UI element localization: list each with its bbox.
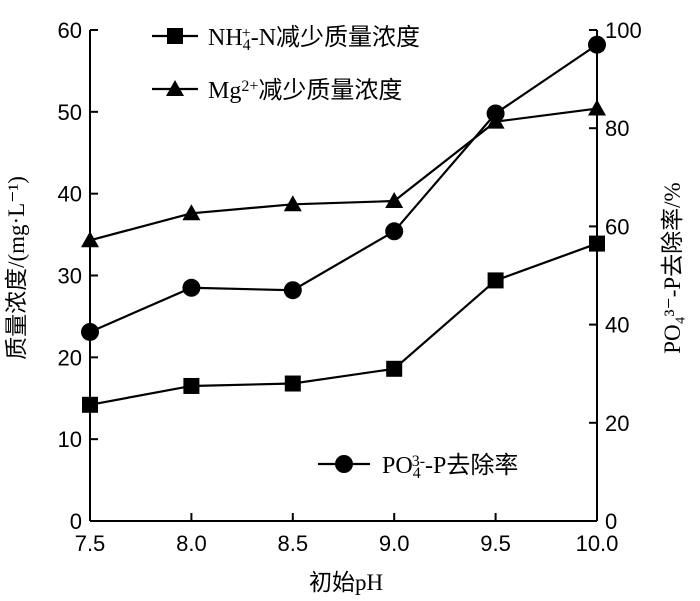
y-left-tick-label: 60: [58, 18, 82, 43]
legend-marker-square: [167, 28, 183, 44]
y-right-tick-label: 20: [605, 411, 629, 436]
series-0: [82, 235, 605, 413]
data-point-triangle: [385, 192, 404, 209]
legend-marker-circle: [335, 455, 353, 473]
series-line-0: [89, 242, 598, 406]
data-point-square: [284, 375, 301, 392]
y-left-tick-label: 30: [58, 264, 82, 289]
y-right-tick-label: 0: [605, 509, 617, 534]
data-point-square: [183, 377, 200, 394]
x-tick-label: 8.0: [176, 531, 207, 556]
y-right-tick-label: 80: [605, 116, 629, 141]
data-point-circle: [385, 222, 404, 241]
series-layer: [81, 35, 606, 413]
x-tick-label: 9.0: [379, 531, 410, 556]
data-point-triangle: [588, 99, 606, 116]
data-point-triangle: [182, 204, 201, 221]
data-point-triangle: [283, 195, 302, 212]
data-point-square: [589, 235, 605, 252]
legend-label: Mg2+减少质量浓度: [208, 77, 402, 104]
y-axis-right-title: PO₄³⁻-P去除率/%: [660, 182, 685, 353]
legend-item-0: NH4+-N减少质量浓度: [152, 24, 420, 54]
series-2: [81, 35, 606, 341]
legend-marker-triangle: [166, 80, 184, 96]
legend: NH4+-N减少质量浓度 Mg2+减少质量浓度 PO43--P去除率: [152, 24, 518, 482]
data-point-circle: [486, 104, 505, 123]
legend-label: NH4+-N减少质量浓度: [208, 24, 420, 54]
x-tick-label: 7.5: [75, 531, 106, 556]
ticks: 7.5 8.0 8.5 9.0 9.5 10.0010203040506002040608…: [58, 18, 642, 556]
x-axis-title: 初始pH: [309, 570, 383, 595]
y-left-tick-label: 20: [58, 345, 82, 370]
data-point-circle: [182, 278, 201, 297]
x-tick-label: 9.5: [480, 531, 511, 556]
y-right-tick-label: 60: [605, 214, 629, 239]
series-line-2: [89, 43, 598, 333]
legend-item-2: PO43--P去除率: [318, 452, 518, 482]
data-point-circle: [588, 35, 606, 54]
data-point-square: [82, 396, 98, 413]
data-point-circle: [283, 281, 302, 300]
y-right-tick-label: 40: [605, 313, 629, 338]
x-tick-label: 10.0: [576, 531, 619, 556]
data-point-triangle: [81, 231, 99, 248]
data-point-circle: [81, 322, 99, 341]
y-left-tick-label: 10: [58, 427, 82, 452]
y-left-tick-label: 40: [58, 182, 82, 207]
y-right-tick-label: 100: [605, 18, 642, 43]
data-point-square: [487, 272, 504, 289]
data-point-square: [386, 360, 403, 377]
legend-label: PO43--P去除率: [382, 452, 518, 482]
series-line-1: [89, 107, 598, 242]
y-left-tick-label: 50: [58, 100, 82, 125]
series-1: [81, 99, 606, 248]
legend-item-1: Mg2+减少质量浓度: [152, 77, 402, 104]
y-left-tick-label: 0: [70, 509, 82, 534]
y-axis-left-title: 质量浓度/(mg·L⁻¹): [4, 176, 29, 360]
x-tick-label: 8.5: [278, 531, 309, 556]
